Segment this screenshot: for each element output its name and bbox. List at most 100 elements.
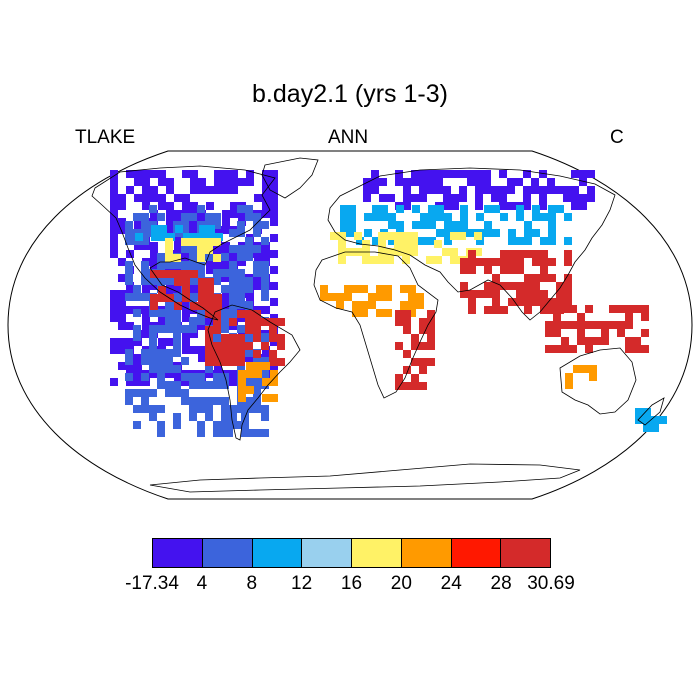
grid-cell [262, 394, 270, 402]
grid-cell [189, 381, 197, 389]
grid-cell [197, 381, 205, 389]
grid-cell [197, 429, 205, 437]
grid-cell [569, 321, 577, 329]
grid-cell [420, 237, 428, 245]
grid-cell [125, 349, 133, 357]
grid-cell [484, 266, 492, 274]
grid-cell [181, 357, 189, 365]
grid-cell [548, 306, 556, 314]
grid-cell [126, 378, 134, 386]
grid-cell [593, 321, 601, 329]
grid-cell [524, 274, 532, 282]
grid-cell [245, 310, 253, 318]
grid-cell [371, 178, 379, 186]
grid-cell [419, 170, 427, 178]
colorbar-bin-6 [451, 539, 502, 567]
grid-cell [125, 389, 133, 397]
grid-cell [173, 293, 181, 301]
grid-cell [419, 178, 427, 186]
grid-cell [197, 254, 205, 262]
grid-cell [467, 178, 475, 186]
grid-cell [173, 421, 181, 429]
grid-cell [198, 354, 206, 362]
grid-cell [245, 333, 253, 341]
grid-cell [412, 221, 420, 229]
grid-cell [460, 282, 468, 290]
grid-cell [166, 178, 174, 186]
grid-cell [523, 194, 531, 202]
grid-cell [253, 221, 261, 229]
grid-cell [205, 358, 213, 366]
grid-cell [553, 329, 561, 337]
grid-cell [403, 326, 411, 334]
grid-cell [450, 256, 458, 264]
grid-cell [625, 321, 633, 329]
grid-cell [352, 301, 360, 309]
grid-cell [157, 213, 165, 221]
grid-cell [173, 333, 181, 341]
grid-cell [500, 213, 508, 221]
grid-cell [577, 321, 585, 329]
grid-cell [411, 178, 419, 186]
grid-cell [238, 178, 246, 186]
grid-cell [556, 290, 564, 298]
grid-cell [189, 373, 197, 381]
grid-cell [360, 285, 368, 293]
grid-cell [213, 333, 221, 341]
grid-cell [213, 318, 221, 326]
grid-cell [340, 213, 348, 221]
grid-cell [157, 309, 165, 317]
grid-cell [126, 186, 134, 194]
grid-cell [141, 229, 149, 237]
grid-cell [157, 277, 165, 285]
grid-cell [182, 338, 190, 346]
grid-cell [561, 305, 569, 313]
colorbar-tick-label: 24 [440, 573, 462, 594]
grid-cell [245, 301, 253, 309]
grid-cell [118, 290, 126, 298]
grid-cell [524, 221, 532, 229]
grid-cell [134, 194, 142, 202]
grid-cell [579, 170, 587, 178]
grid-cell [174, 194, 182, 202]
grid-cell [241, 405, 249, 413]
grid-cell [125, 277, 133, 285]
grid-cell [133, 309, 141, 317]
colorbar-bin-7 [501, 539, 550, 567]
grid-cell [338, 248, 346, 256]
grid-cell [395, 178, 403, 186]
grid-cell [151, 225, 159, 233]
grid-cell [198, 178, 206, 186]
grid-cell [643, 424, 651, 432]
grid-cell [262, 194, 270, 202]
grid-cell [150, 370, 158, 378]
grid-cell [548, 213, 556, 221]
grid-cell [524, 306, 532, 314]
grid-cell [182, 378, 190, 386]
grid-cell [225, 413, 233, 421]
grid-cell [126, 282, 134, 290]
grid-cell [352, 309, 360, 317]
grid-cell [475, 186, 483, 194]
grid-cell [408, 309, 416, 317]
grid-cell [125, 261, 133, 269]
grid-cell [237, 310, 245, 318]
grid-cell [419, 342, 427, 350]
grid-cell [173, 254, 181, 262]
grid-cell [555, 186, 563, 194]
grid-cell [427, 178, 435, 186]
grid-cell [540, 237, 548, 245]
grid-cell [165, 317, 173, 325]
grid-cell [149, 413, 157, 421]
grid-cell [523, 202, 531, 210]
grid-cell [500, 266, 508, 274]
grid-cell [379, 178, 387, 186]
grid-cell [126, 170, 134, 178]
grid-cell [190, 346, 198, 354]
grid-cell [253, 318, 261, 326]
grid-cell [384, 285, 392, 293]
grid-cell [125, 229, 133, 237]
grid-cell [206, 266, 214, 274]
grid-cell [245, 277, 253, 285]
grid-cell [378, 240, 386, 248]
